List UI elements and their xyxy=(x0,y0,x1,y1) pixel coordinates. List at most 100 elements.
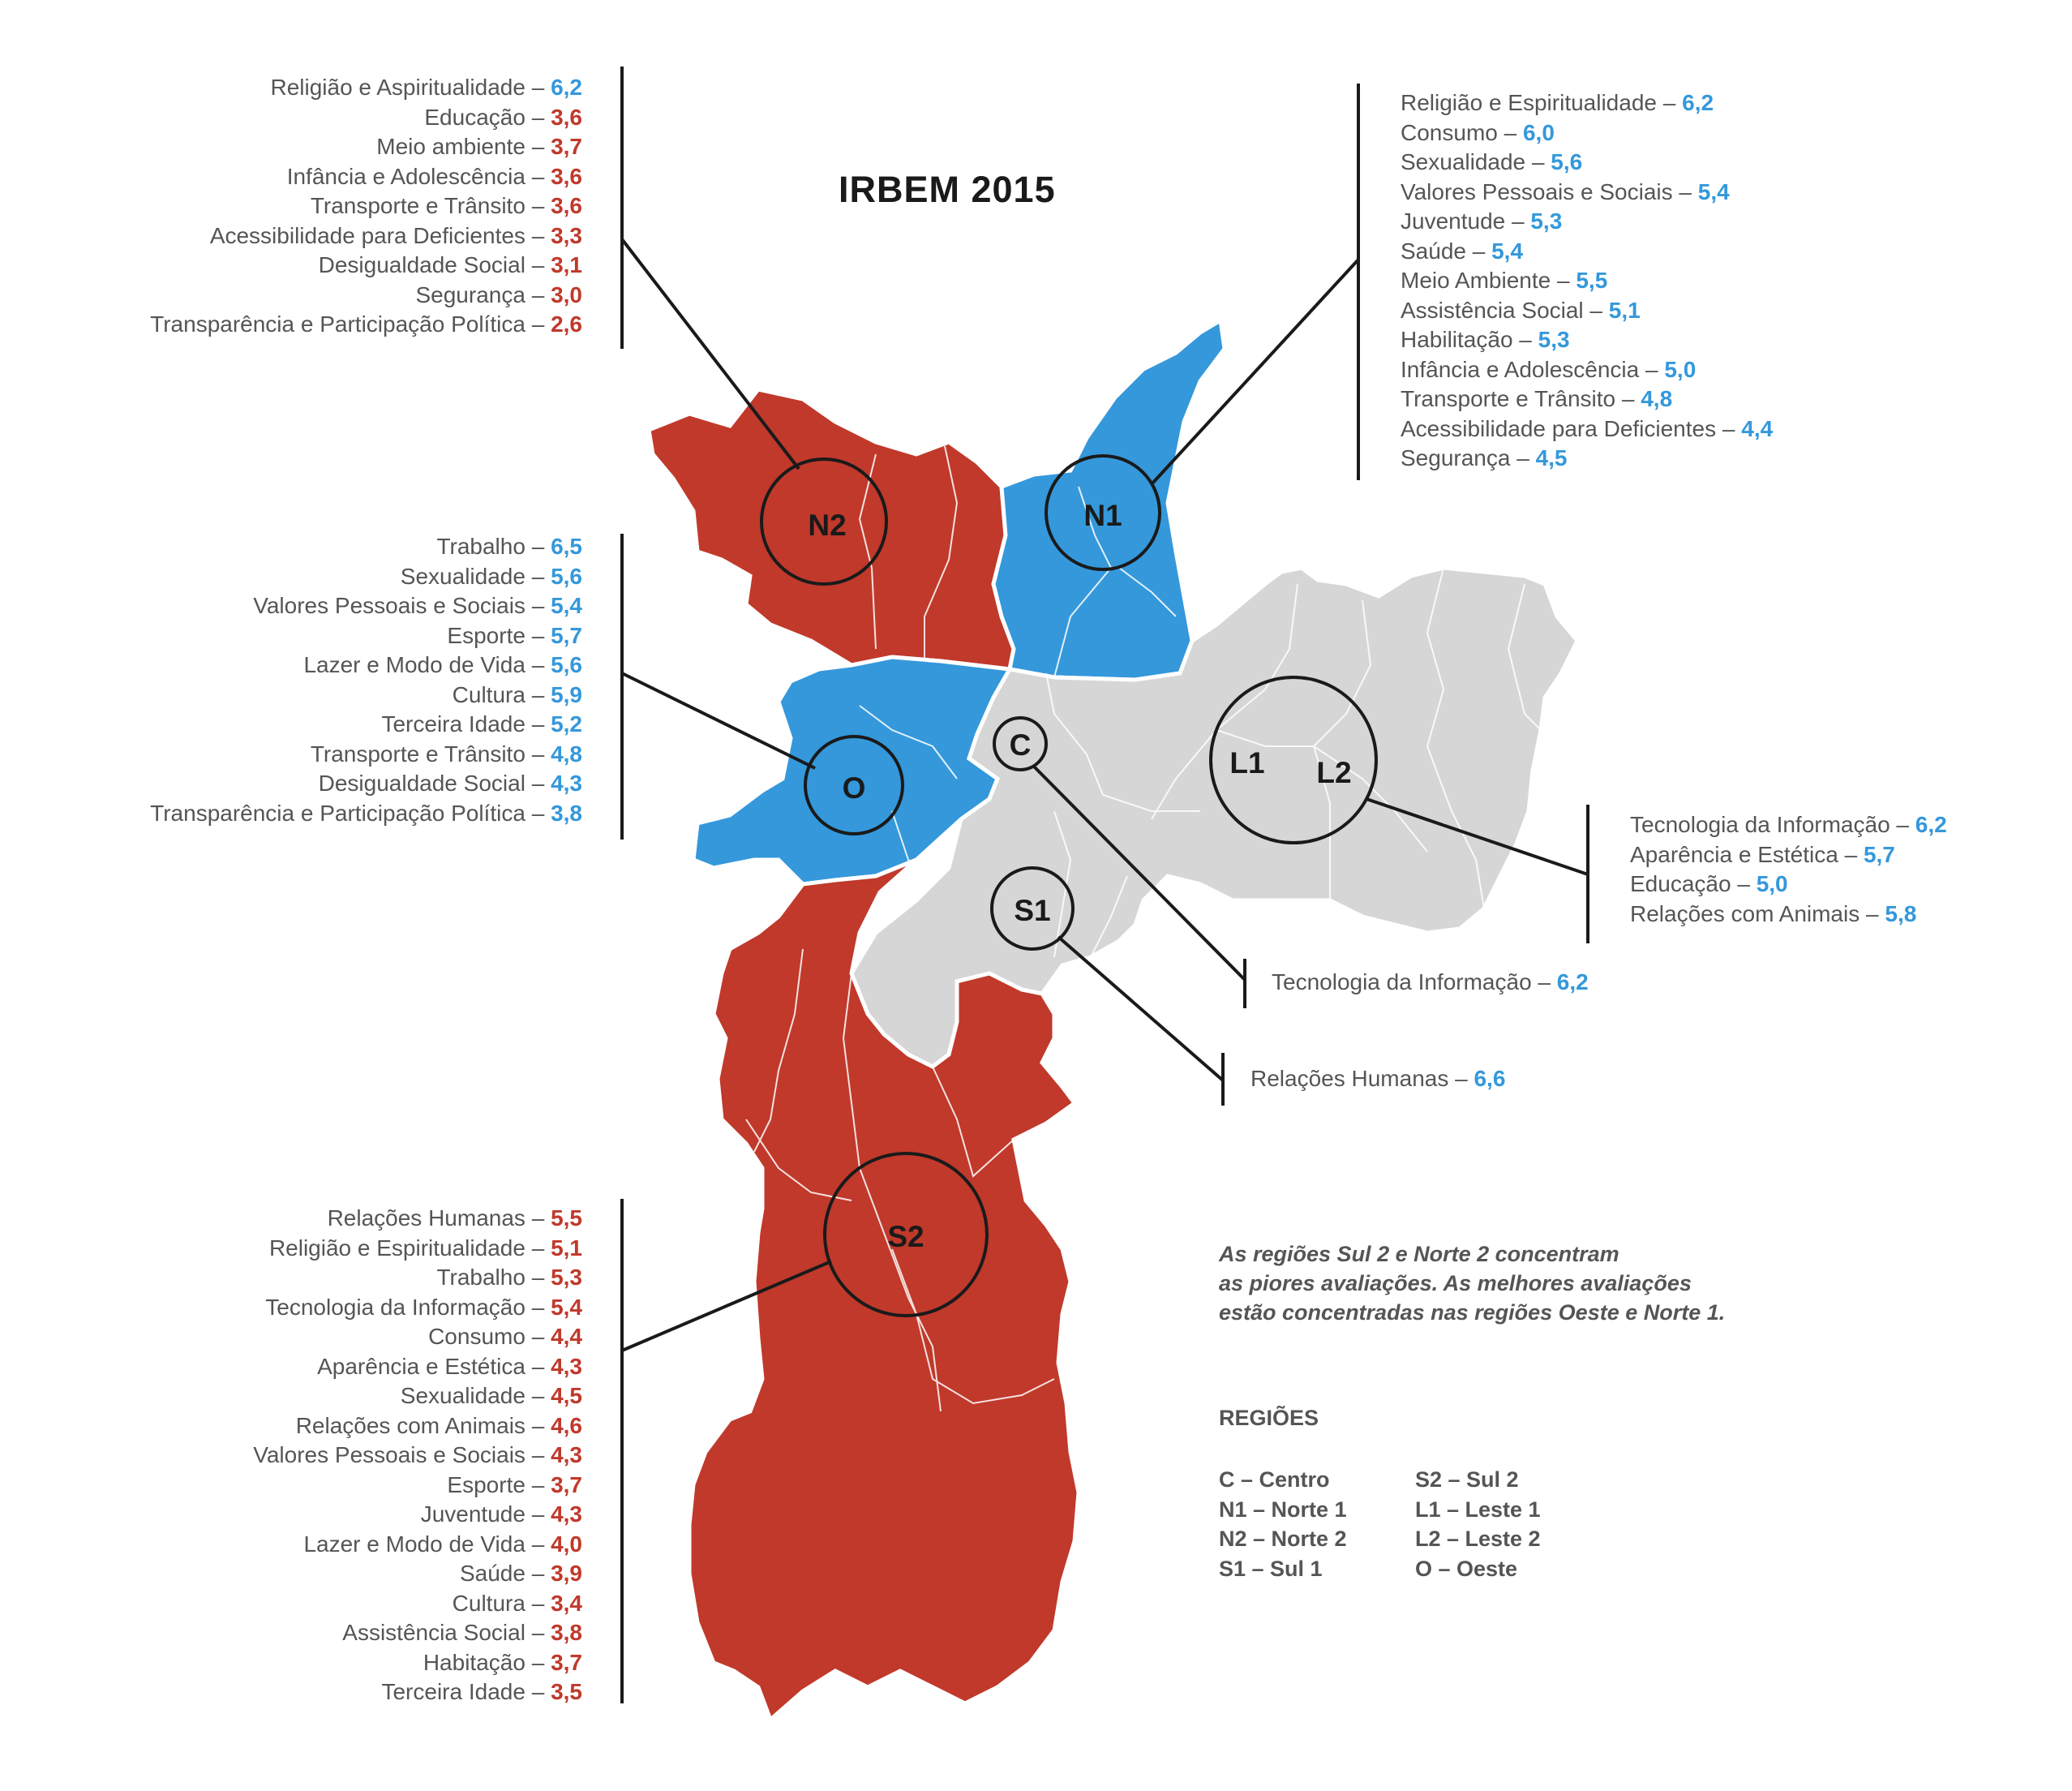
indicator-separator: – xyxy=(1890,812,1915,837)
indicator-item: Educação – 5,0 xyxy=(1630,870,1947,900)
indicator-name: Meio Ambiente xyxy=(1401,268,1551,293)
indicator-name: Tecnologia da Informação xyxy=(1272,969,1532,994)
indicator-separator: – xyxy=(525,311,551,337)
indicator-separator: – xyxy=(525,741,551,767)
indicator-item: Segurança – 3,0 xyxy=(150,281,582,311)
region-s1-circle[interactable] xyxy=(990,866,1075,951)
indicator-value: 4,3 xyxy=(551,1501,582,1527)
indicator-item: Religião e Espiritualidade – 6,2 xyxy=(1401,88,1773,118)
indicator-value: 5,0 xyxy=(1664,356,1697,382)
indicator-name: Religião e Espiritualidade xyxy=(268,1235,526,1261)
indicator-item: Tecnologia da Informação – 5,4 xyxy=(253,1293,582,1323)
indicator-value: 3,8 xyxy=(551,1620,582,1645)
region-l-circle[interactable] xyxy=(1209,676,1378,844)
region-n2-circle[interactable] xyxy=(760,457,888,586)
indicator-name: Juventude xyxy=(420,1501,526,1527)
indicator-name: Sexualidade xyxy=(400,1383,526,1408)
region-s2-shape[interactable] xyxy=(687,857,1081,1724)
indicator-name: Segurança xyxy=(1401,445,1511,470)
indicator-value: 4,4 xyxy=(551,1324,582,1349)
indicator-name: Aparência e Estética xyxy=(317,1353,526,1379)
indicator-value: 5,1 xyxy=(551,1235,582,1261)
indicator-item: Terceira Idade – 3,5 xyxy=(253,1677,582,1707)
indicator-name: Relações com Animais xyxy=(295,1412,526,1438)
indicator-name: Educação xyxy=(1630,871,1731,896)
district-borders xyxy=(745,445,1542,1412)
indicator-item: Desigualdade Social – 3,1 xyxy=(150,251,582,281)
leader-lines xyxy=(620,67,1589,1703)
indicator-item: Lazer e Modo de Vida – 5,6 xyxy=(150,651,582,681)
indicator-item: Segurança – 4,5 xyxy=(1401,444,1773,474)
indicator-item: Meio ambiente – 3,7 xyxy=(150,132,582,162)
indicator-separator: – xyxy=(1615,386,1641,411)
indicator-separator: – xyxy=(525,622,551,648)
indicator-item: Valores Pessoais e Sociais – 4,3 xyxy=(253,1441,582,1471)
indicator-name: Desigualdade Social xyxy=(318,252,526,277)
indicator-item: Assistência Social – 5,1 xyxy=(1401,296,1773,326)
indicator-value: 4,3 xyxy=(551,1353,582,1379)
indicator-separator: – xyxy=(1512,327,1538,352)
legend-item: N1 – Norte 1 xyxy=(1219,1497,1347,1522)
indicator-value: 3,1 xyxy=(551,252,582,277)
indicator-value: 5,4 xyxy=(1491,238,1524,264)
region-s2-circle[interactable] xyxy=(823,1152,989,1317)
region-o-label: O xyxy=(843,771,866,805)
indicator-name: Relações com Animais xyxy=(1630,900,1860,926)
region-o-circle[interactable] xyxy=(804,735,904,835)
indicator-separator: – xyxy=(525,800,551,826)
indicator-item: Saúde – 3,9 xyxy=(253,1559,582,1589)
indicator-value: 2,6 xyxy=(551,311,582,337)
indicator-separator: – xyxy=(525,104,551,130)
indicator-separator: – xyxy=(525,534,551,559)
indicator-name: Segurança xyxy=(415,281,526,307)
indicator-name: Assistência Social xyxy=(1401,297,1584,323)
region-n1-shape[interactable] xyxy=(991,316,1227,682)
indicator-separator: – xyxy=(525,681,551,707)
indicator-separator: – xyxy=(525,1324,551,1349)
indicator-item: Juventude – 4,3 xyxy=(253,1500,582,1530)
indicator-value: 5,4 xyxy=(551,1294,582,1320)
summary-note-line-3: estão concentradas nas regiões Oeste e N… xyxy=(1219,1300,1726,1325)
indicator-separator: – xyxy=(525,163,551,189)
indicator-separator: – xyxy=(1639,356,1665,382)
indicator-item: Terceira Idade – 5,2 xyxy=(150,710,582,740)
region-c-circle[interactable] xyxy=(993,716,1048,771)
indicator-item: Acessibilidade para Deficientes – 4,4 xyxy=(1401,414,1773,445)
indicator-name: Terceira Idade xyxy=(381,1679,526,1704)
region-n1-circle[interactable] xyxy=(1045,454,1161,571)
indicator-value: 5,3 xyxy=(1538,327,1570,352)
indicator-name: Tecnologia da Informação xyxy=(265,1294,526,1320)
indicator-name: Transporte e Trânsito xyxy=(310,193,526,218)
indicator-item: Valores Pessoais e Sociais – 5,4 xyxy=(150,591,582,621)
indicator-item: Habilitação – 5,3 xyxy=(1401,325,1773,355)
indicator-item: Meio Ambiente – 5,5 xyxy=(1401,266,1773,296)
region-n2-label: N2 xyxy=(808,509,846,542)
indicator-item: Juventude – 5,3 xyxy=(1401,207,1773,237)
indicator-value: 5,9 xyxy=(551,681,582,707)
indicator-separator: – xyxy=(525,1294,551,1320)
indicator-value: 6,2 xyxy=(551,75,582,100)
indicator-name: Consumo xyxy=(1401,119,1498,145)
indicator-value: 3,6 xyxy=(551,163,582,189)
indicator-item: Relações com Animais – 4,6 xyxy=(253,1411,582,1441)
indicator-separator: – xyxy=(525,252,551,277)
indicator-name: Desigualdade Social xyxy=(318,771,526,796)
region-c-label: C xyxy=(1010,728,1032,762)
region-s1-label: S1 xyxy=(1014,894,1050,927)
indicator-item: Aparência e Estética – 5,7 xyxy=(1630,840,1947,870)
indicator-name: Trabalho xyxy=(436,534,526,559)
indicator-name: Valores Pessoais e Sociais xyxy=(253,1442,526,1467)
indicator-name: Terceira Idade xyxy=(381,711,526,737)
indicator-item: Trabalho – 6,5 xyxy=(150,532,582,562)
indicator-name: Assistência Social xyxy=(342,1620,526,1645)
indicator-item: Transparência e Participação Política – … xyxy=(150,799,582,829)
indicator-item: Habitação – 3,7 xyxy=(253,1648,582,1678)
indicator-item: Sexualidade – 4,5 xyxy=(253,1381,582,1411)
indicator-value: 4,6 xyxy=(551,1412,582,1438)
indicator-name: Saúde xyxy=(459,1561,526,1586)
indicator-separator: – xyxy=(525,1235,551,1261)
indicator-value: 5,1 xyxy=(1608,297,1641,323)
indicator-item: Cultura – 3,4 xyxy=(253,1589,582,1619)
indicator-separator: – xyxy=(525,563,551,589)
indicator-value: 3,0 xyxy=(551,281,582,307)
